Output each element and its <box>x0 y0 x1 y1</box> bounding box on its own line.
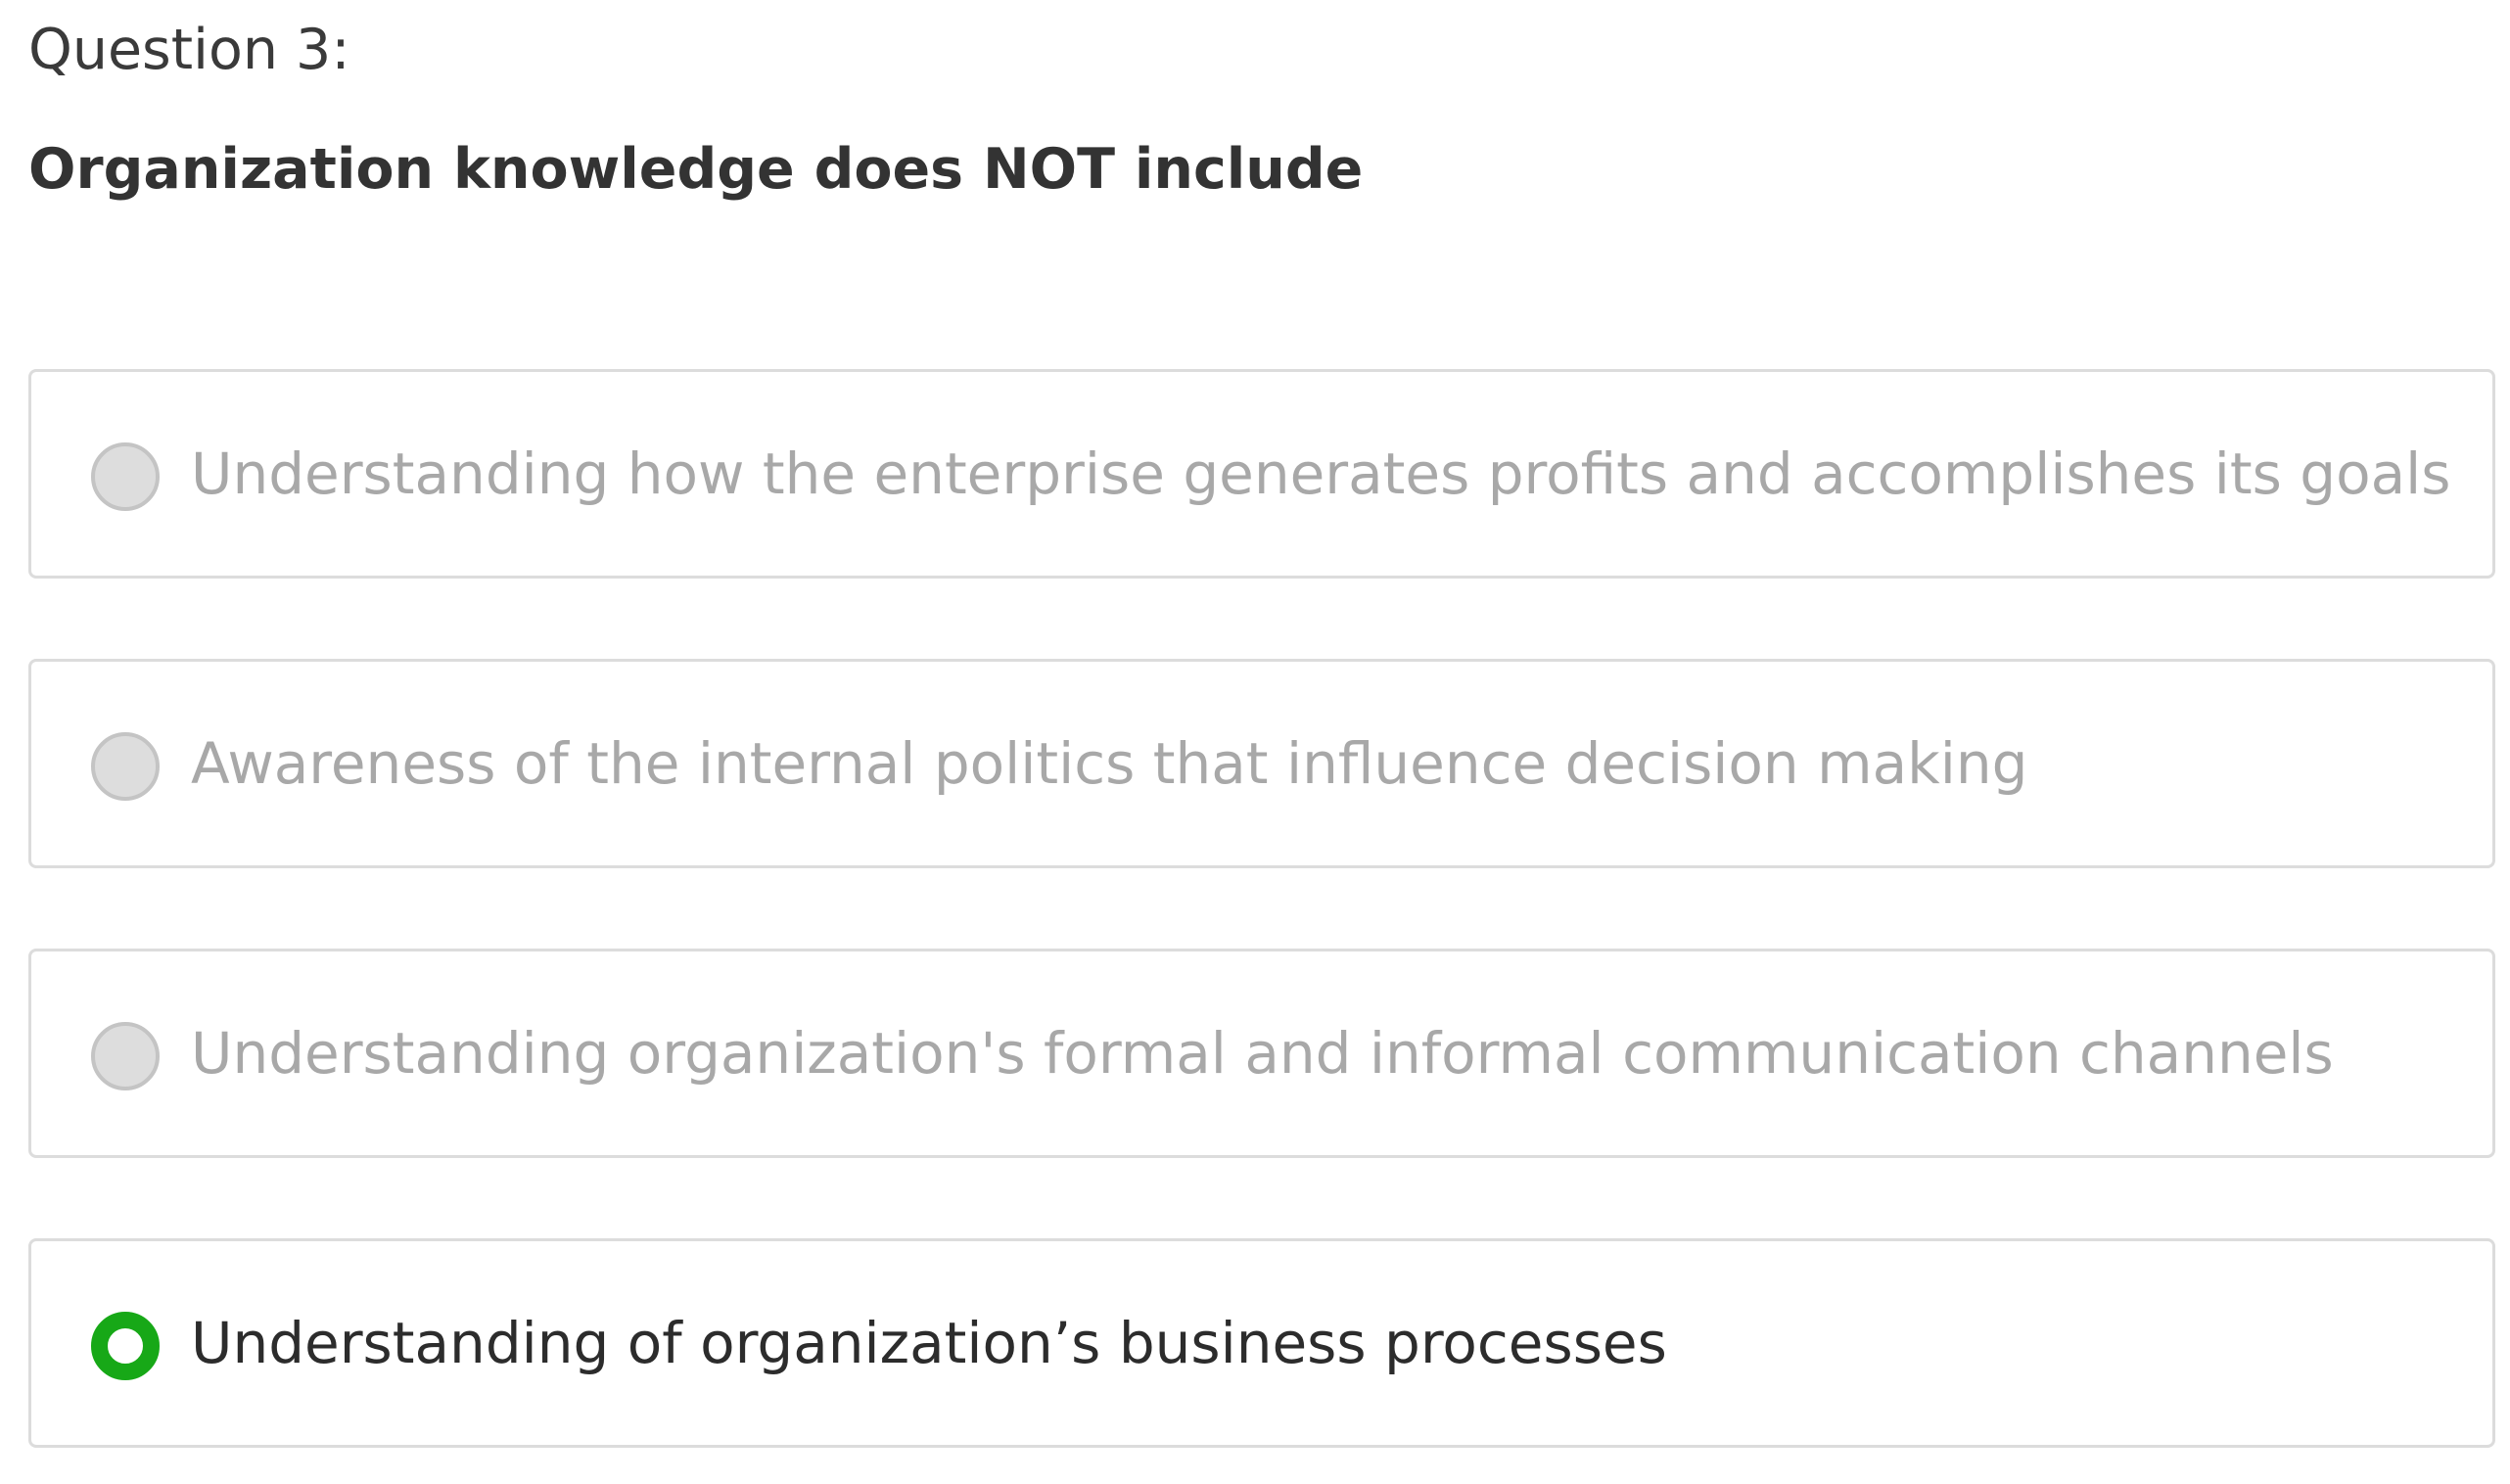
answer-option-3[interactable]: Understanding organization's formal and … <box>28 949 2495 1158</box>
answer-option-label: Understanding organization's formal and … <box>191 1020 2334 1087</box>
radio-button-icon[interactable] <box>91 1022 160 1090</box>
question-prompt: Organization knowledge does NOT include <box>28 137 1364 202</box>
answer-option-4[interactable]: Understanding of organization’s business… <box>28 1238 2495 1448</box>
answer-option-1[interactable]: Understanding how the enterprise generat… <box>28 369 2495 579</box>
question-number: Question 3: <box>28 18 350 82</box>
radio-button-selected-icon[interactable] <box>91 1312 160 1380</box>
answer-options-list: Understanding how the enterprise generat… <box>28 369 2495 1448</box>
answer-option-2[interactable]: Awareness of the internal politics that … <box>28 659 2495 868</box>
answer-option-label: Understanding how the enterprise generat… <box>191 441 2451 507</box>
radio-button-icon[interactable] <box>91 732 160 801</box>
radio-button-icon[interactable] <box>91 442 160 511</box>
answer-option-label: Understanding of organization’s business… <box>191 1310 1667 1376</box>
answer-option-label: Awareness of the internal politics that … <box>191 730 2028 797</box>
